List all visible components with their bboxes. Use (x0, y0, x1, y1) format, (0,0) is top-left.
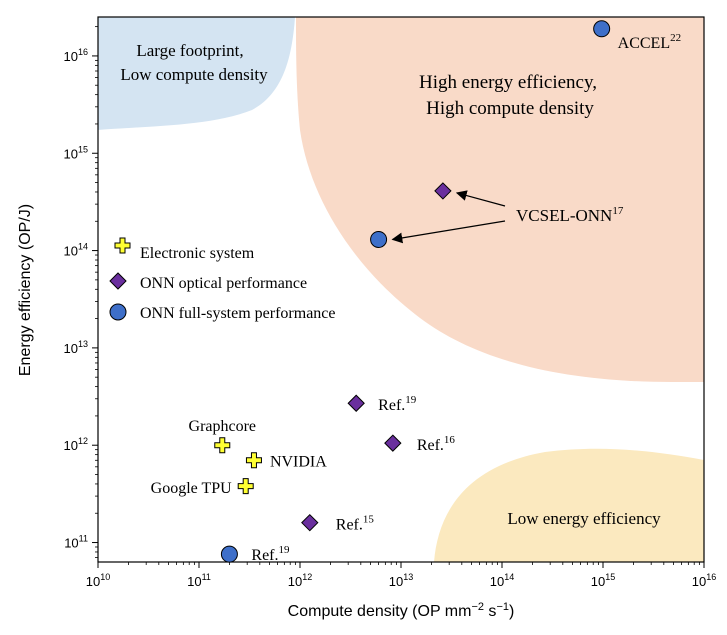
legend-label-fullsystem: ONN full-system performance (140, 305, 336, 322)
marker-circle-1 (370, 230, 388, 248)
annotation-label: VCSEL-ONN17 (516, 205, 624, 225)
x-tick-label: 1015 (591, 572, 615, 589)
point-label: ACCEL22 (618, 32, 681, 52)
y-tick-label: 1013 (64, 339, 88, 356)
marker-diamond-2 (301, 513, 319, 532)
y-tick-label: 1015 (64, 144, 88, 161)
region-label-high-line1: High energy efficiency, (419, 72, 597, 93)
region-large-footprint (98, 17, 295, 130)
region-label-low: Low energy efficiency (507, 509, 661, 528)
x-tick-label: 1011 (187, 572, 211, 589)
point-label: Google TPU (151, 480, 232, 497)
point-label: Ref.19 (251, 544, 290, 564)
marker-circle-2 (220, 545, 238, 563)
marker-diamond-3 (434, 182, 452, 200)
point-label: Graphcore (189, 418, 257, 435)
legend-label-optical: ONN optical performance (140, 275, 307, 292)
point-label: Ref.16 (417, 434, 456, 454)
x-tick-label: 1016 (692, 572, 716, 589)
region-label-high-line2: High compute density (426, 98, 594, 119)
point-label: Ref.19 (378, 394, 417, 414)
marker-plus-2 (237, 478, 254, 495)
region-low-efficiency (434, 448, 704, 562)
x-tick-label: 1012 (288, 572, 312, 589)
legend-marker-electronic (114, 237, 131, 254)
marker-diamond-1 (384, 434, 402, 452)
legend: Electronic system ONN optical performanc… (109, 237, 336, 322)
y-tick-label: 1016 (64, 47, 88, 64)
region-high-efficiency (296, 17, 704, 382)
marker-diamond-0 (347, 394, 365, 412)
x-tick-label: 1013 (389, 572, 413, 589)
annotation-arrow (455, 190, 506, 207)
x-tick-label: 1014 (490, 572, 514, 589)
region-label-footprint-line2: Low compute density (120, 65, 268, 84)
legend-label-electronic: Electronic system (140, 245, 255, 262)
y-tick-label: 1012 (64, 436, 88, 453)
marker-plus-0 (214, 437, 231, 454)
y-axis-title: Energy efficiency (OP/J) (17, 204, 34, 376)
marker-circle-0 (593, 20, 611, 38)
x-axis-title: Compute density (OP mm−2 s−1) (288, 601, 515, 620)
x-tick-label: 1010 (86, 572, 110, 589)
point-label: NVIDIA (270, 453, 327, 470)
legend-marker-optical (109, 272, 127, 290)
y-tick-label: 1011 (64, 534, 88, 551)
marker-plus-1 (245, 452, 262, 469)
y-tick-label: 1014 (64, 242, 88, 259)
legend-marker-fullsystem (109, 303, 127, 321)
annotation-arrow (391, 220, 506, 244)
point-label: Ref.15 (336, 514, 375, 534)
region-label-footprint-line1: Large footprint, (136, 41, 243, 60)
